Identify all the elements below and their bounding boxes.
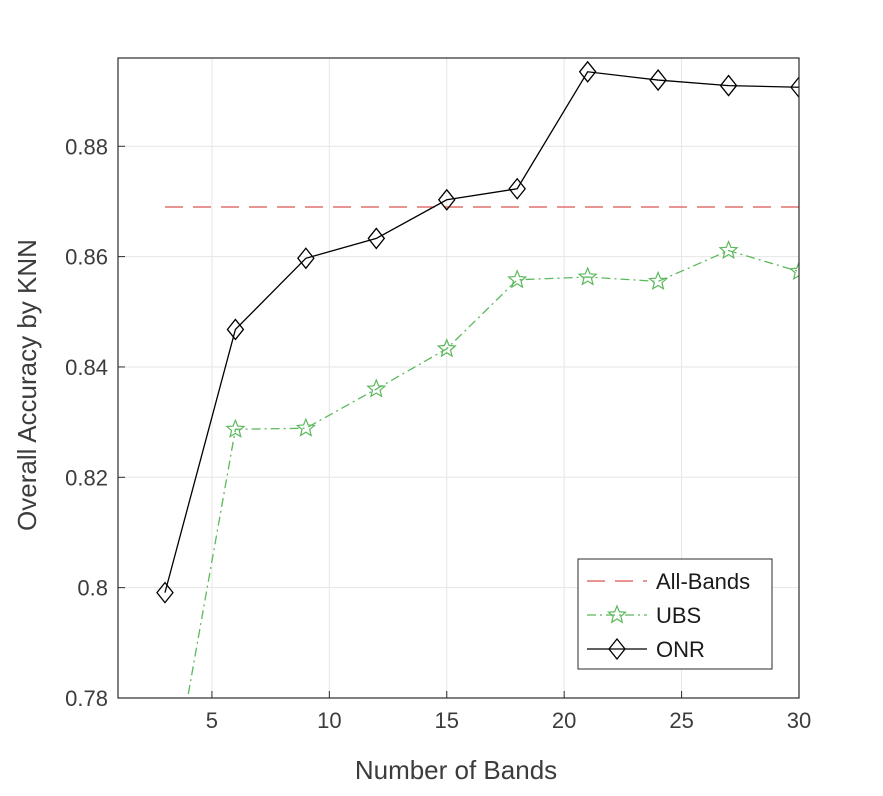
plot-area-frame [117,57,800,699]
y-tick-label: 0.82 [65,465,108,490]
data-point-onr [156,581,174,604]
x-tick-label: 5 [206,708,218,733]
data-point-onr [367,227,386,250]
series-line-ubs [186,249,799,698]
x-tick-label: 20 [552,708,576,733]
legend-label-onr: ONR [656,637,705,662]
data-point-onr [649,69,667,92]
data-point-onr [719,74,738,97]
data-point-ubs [507,269,528,289]
legend-marker-onr [608,637,626,661]
series-layer [156,60,799,698]
x-tick-label: 15 [435,708,459,733]
y-tick-label: 0.8 [77,576,108,601]
data-point-onr [790,76,799,99]
x-tick-label: 25 [669,708,693,733]
data-point-onr [297,247,315,270]
x-axis-title: Number of Bands [355,755,557,785]
y-tick-label: 0.78 [65,686,108,711]
y-tick-label: 0.88 [65,134,108,159]
legend: All-Bands UBS ONR [577,558,773,670]
data-point-ubs [295,417,316,437]
data-point-onr [578,60,597,83]
data-point-onr [226,318,245,341]
data-point-ubs [577,266,598,286]
legend-marker-ubs [606,604,628,624]
legend-label-ubs: UBS [656,603,701,628]
data-point-ubs [436,338,457,358]
series-line-onr [164,71,799,593]
data-point-onr [508,177,527,200]
axis-ticks: 5 10 15 20 25 30 0.78 0.8 0.82 0.84 0.86 0.88 [65,134,811,733]
data-point-ubs [718,239,739,260]
x-tick-label: 30 [787,708,811,733]
y-tick-label: 0.86 [65,245,108,270]
y-tick-label: 0.84 [65,355,108,380]
data-point-onr [437,188,456,211]
y-axis-title: Overall Accuracy by KNN [12,239,42,531]
data-point-ubs [648,270,669,291]
data-point-ubs [225,418,246,438]
data-point-ubs [788,260,799,281]
x-tick-label: 10 [317,708,341,733]
legend-label-all-bands: All-Bands [656,569,750,594]
data-point-ubs [366,378,387,398]
